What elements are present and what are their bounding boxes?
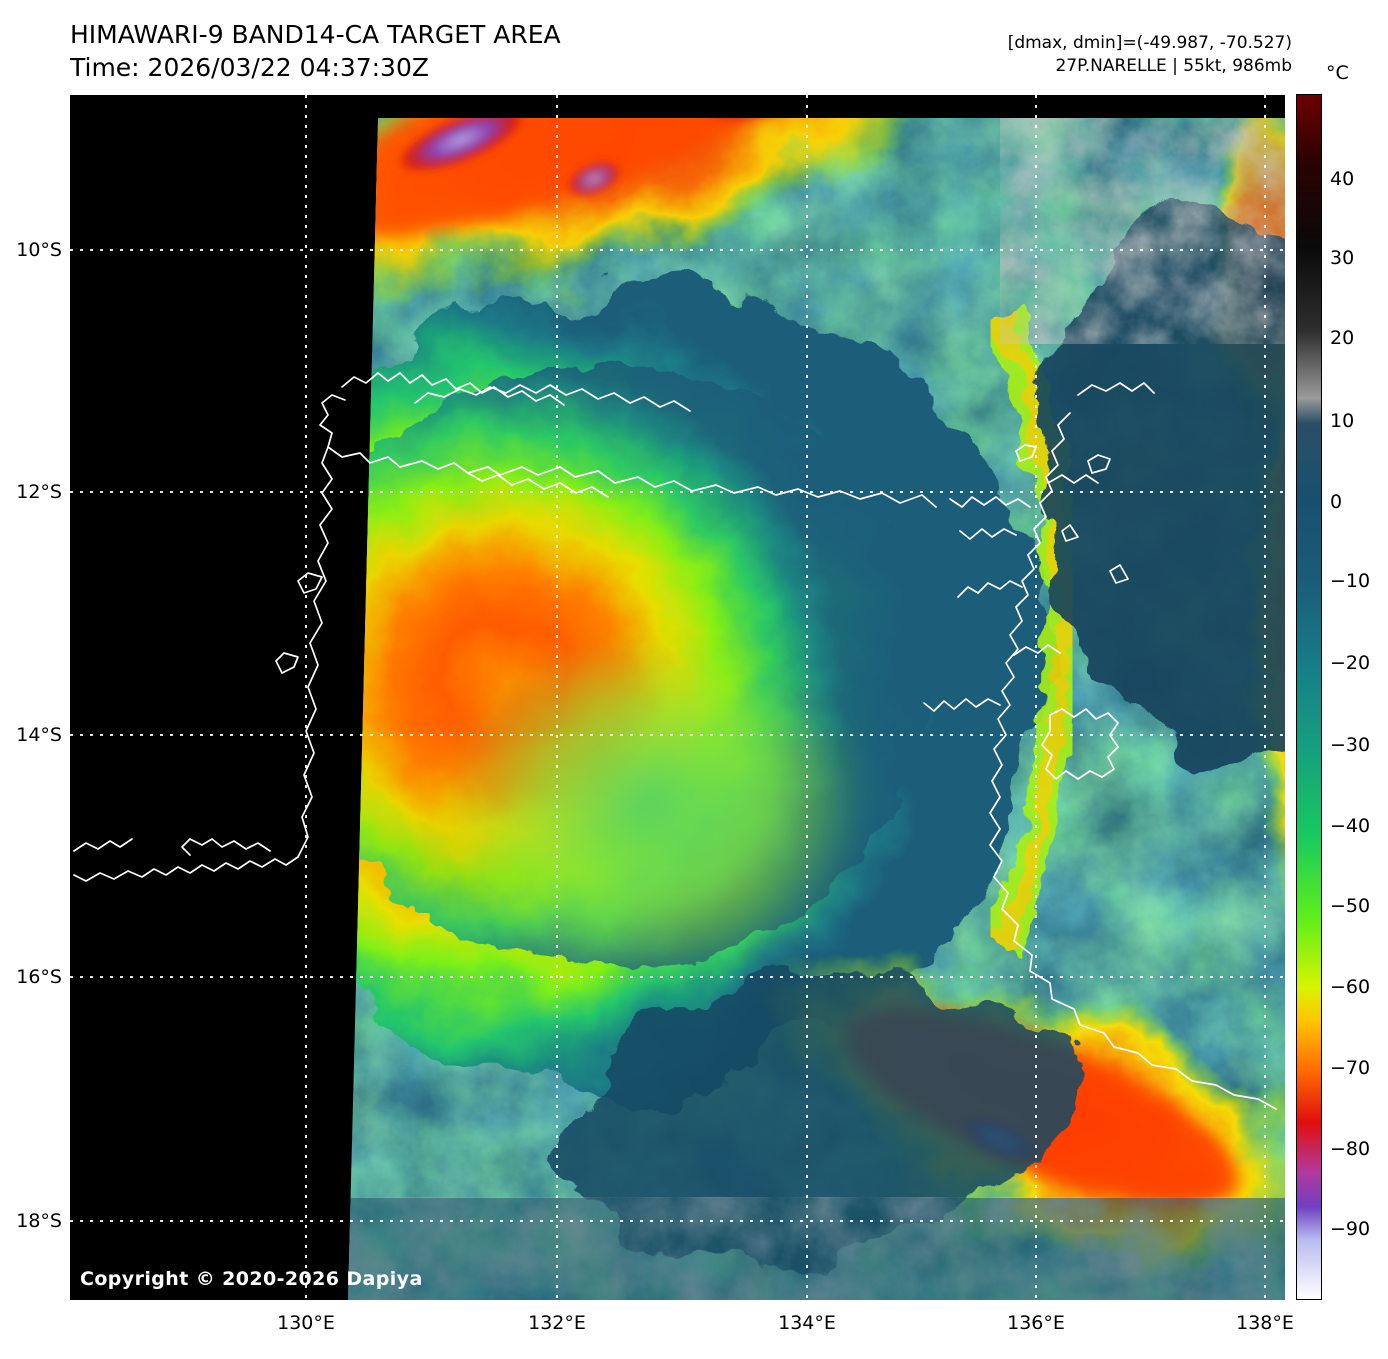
y-tick-16s: 16°S bbox=[16, 966, 62, 988]
cbar-tick-m20: −20 bbox=[1330, 652, 1371, 674]
y-tick-14s: 14°S bbox=[16, 724, 62, 746]
cbar-tick-m30: −30 bbox=[1330, 734, 1371, 756]
cbar-tick-m80: −80 bbox=[1330, 1138, 1371, 1160]
graticule-grid bbox=[70, 95, 1285, 1300]
dmax-dmin-label: [dmax, dmin]=(-49.987, -70.527) bbox=[1007, 33, 1292, 53]
x-tick-134e: 134°E bbox=[778, 1312, 836, 1334]
timestamp-label: Time: 2026/03/22 04:37:30Z bbox=[70, 53, 429, 82]
page-title: HIMAWARI-9 BAND14-CA TARGET AREA bbox=[70, 20, 561, 49]
cbar-tick-30: 30 bbox=[1330, 247, 1355, 269]
x-tick-136e: 136°E bbox=[1007, 1312, 1065, 1334]
x-tick-132e: 132°E bbox=[528, 1312, 586, 1334]
cbar-tick-m50: −50 bbox=[1330, 895, 1371, 917]
copyright-label: Copyright © 2020-2026 Dapiya bbox=[80, 1268, 423, 1290]
y-tick-10s: 10°S bbox=[16, 239, 62, 261]
cbar-tick-40: 40 bbox=[1330, 168, 1355, 190]
y-tick-12s: 12°S bbox=[16, 481, 62, 503]
cbar-tick-m60: −60 bbox=[1330, 976, 1371, 998]
colorbar-gradient bbox=[1297, 95, 1321, 1299]
storm-info-label: 27P.NARELLE | 55kt, 986mb bbox=[1055, 56, 1292, 76]
cbar-tick-0: 0 bbox=[1330, 491, 1343, 513]
cbar-tick-m10: −10 bbox=[1330, 570, 1371, 592]
colorbar[interactable] bbox=[1296, 94, 1322, 1300]
satellite-image-plot[interactable]: Copyright © 2020-2026 Dapiya bbox=[70, 95, 1285, 1300]
cbar-tick-20: 20 bbox=[1330, 327, 1355, 349]
title-block: HIMAWARI-9 BAND14-CA TARGET AREA Time: 2… bbox=[70, 18, 561, 84]
y-tick-18s: 18°S bbox=[16, 1210, 62, 1232]
colorbar-unit-label: °C bbox=[1326, 62, 1349, 84]
metadata-block: [dmax, dmin]=(-49.987, -70.527) 27P.NARE… bbox=[1008, 32, 1292, 78]
x-tick-138e: 138°E bbox=[1236, 1312, 1294, 1334]
cbar-tick-m40: −40 bbox=[1330, 815, 1371, 837]
cbar-tick-m90: −90 bbox=[1330, 1218, 1371, 1240]
cbar-tick-10: 10 bbox=[1330, 410, 1355, 432]
cbar-tick-m70: −70 bbox=[1330, 1057, 1371, 1079]
satellite-swath bbox=[70, 95, 1285, 1300]
x-tick-130e: 130°E bbox=[277, 1312, 335, 1334]
